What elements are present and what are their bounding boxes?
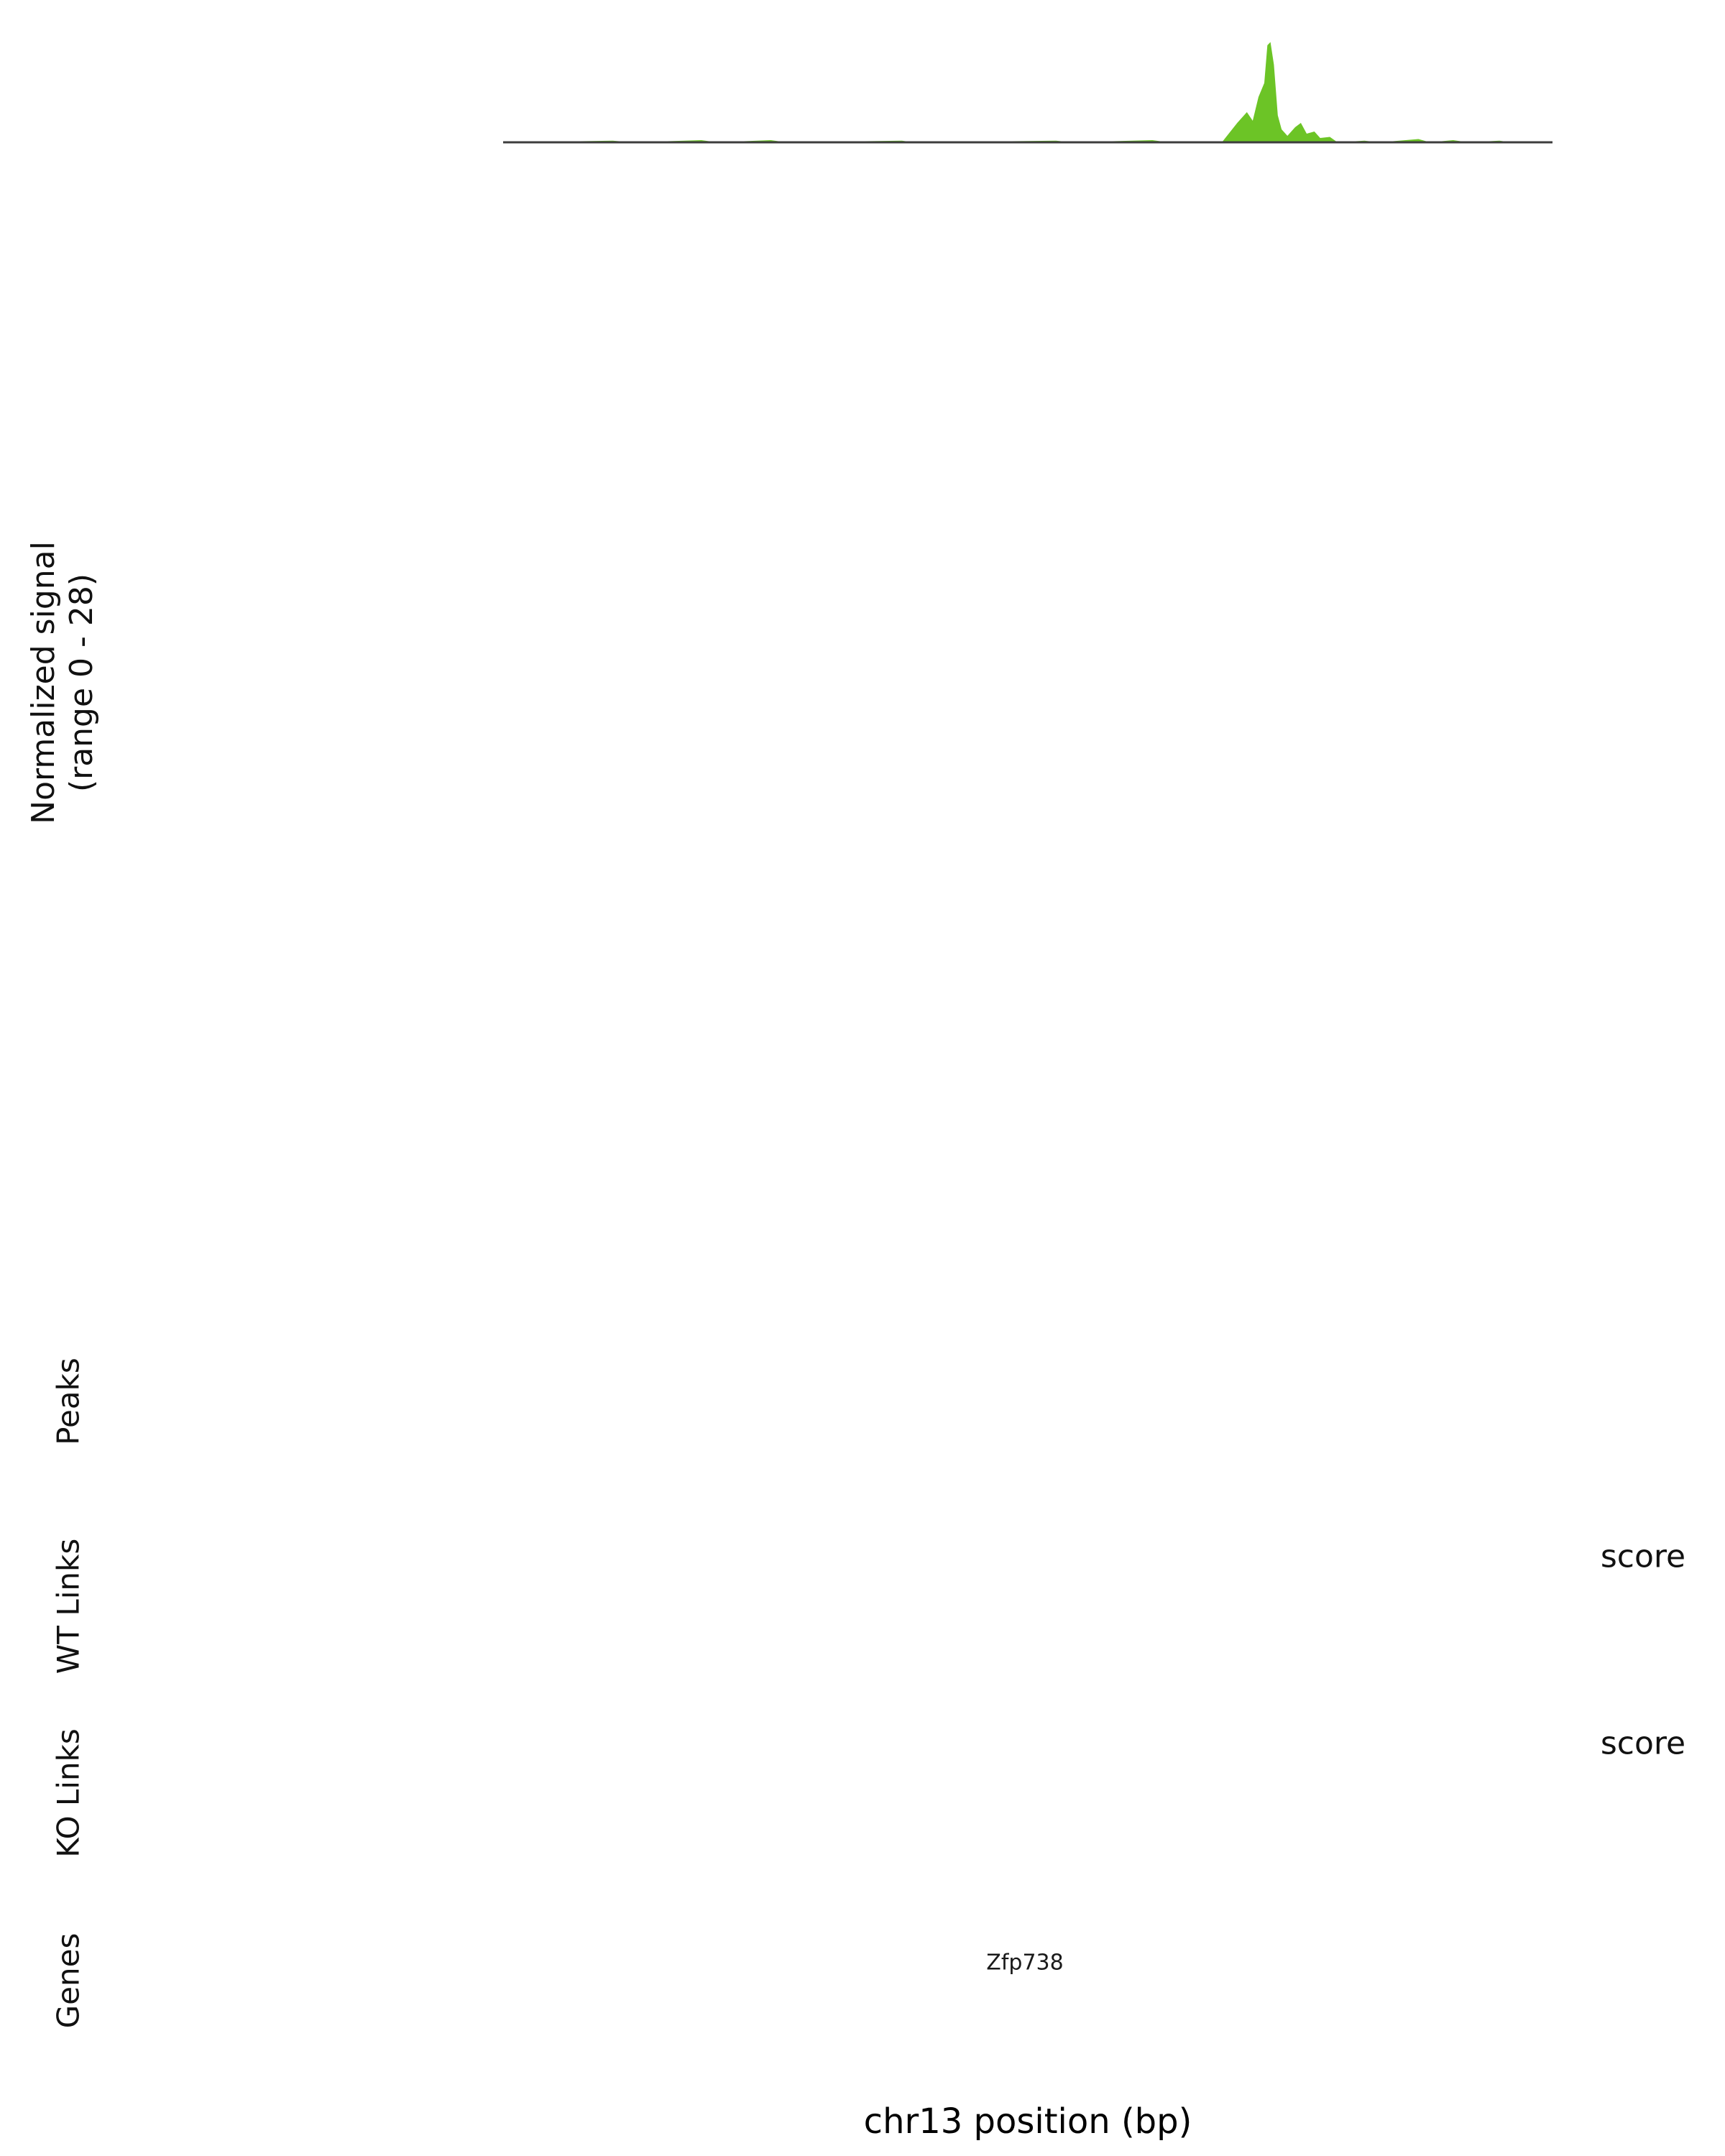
- genes-section-label: Genes: [50, 1932, 86, 2029]
- gene-name-label: Zfp738: [986, 1950, 1064, 1976]
- signal-axis-label-line2: (range 0 - 28): [63, 573, 100, 793]
- x-axis-title: chr13 position (bp): [863, 2101, 1192, 2142]
- wt-score-legend-title: score: [1600, 1538, 1686, 1575]
- coverage-area: [503, 42, 1552, 142]
- ko-score-legend-title: score: [1600, 1725, 1686, 1762]
- wt-links-section-label: WT Links: [50, 1538, 86, 1674]
- signal-axis-label: Normalized signal (range 0 - 28): [25, 541, 101, 824]
- signal-axis-label-line1: Normalized signal: [25, 541, 63, 824]
- peaks-section-label: Peaks: [50, 1358, 86, 1445]
- ko-links-section-label: KO Links: [50, 1728, 86, 1858]
